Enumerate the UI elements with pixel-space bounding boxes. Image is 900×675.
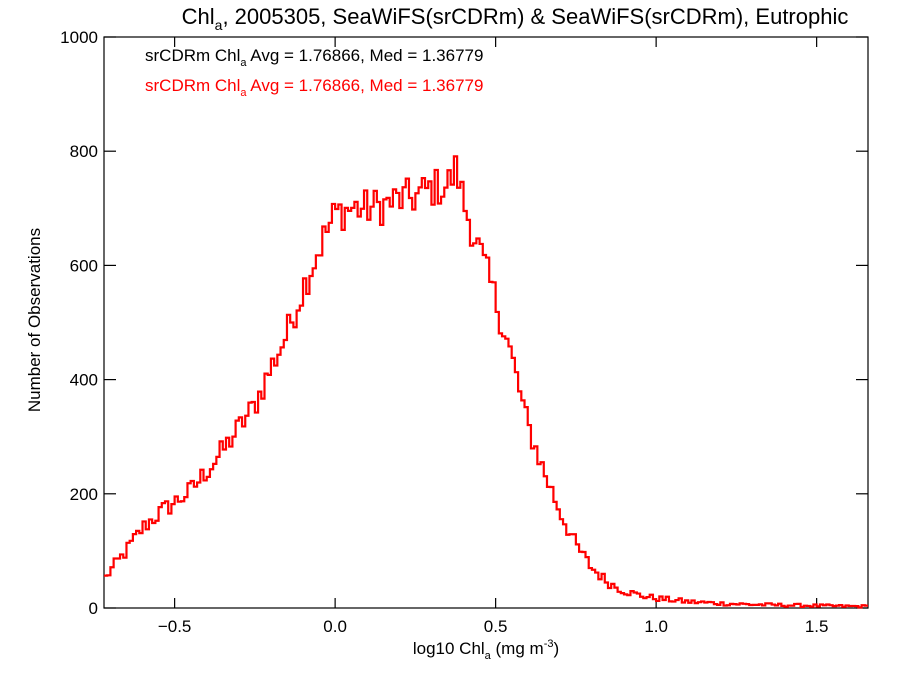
chart-title-sub: a	[215, 17, 223, 33]
y-tick-label: 400	[70, 371, 98, 390]
y-tick-label: 1000	[60, 28, 98, 47]
y-tick-label: 200	[70, 485, 98, 504]
annotation-black-sub: a	[240, 57, 247, 69]
x-tick-label: 0.5	[484, 617, 508, 636]
y-tick-label: 0	[89, 599, 98, 618]
x-tick-label: 1.5	[805, 617, 829, 636]
x-tick-label: 1.0	[644, 617, 668, 636]
chart-title-rest: , 2005305, SeaWiFS(srCDRm) & SeaWiFS(srC…	[222, 4, 848, 29]
annotation-red-prefix: srCDRm Chl	[145, 76, 240, 95]
y-tick-label: 600	[70, 256, 98, 275]
x-axis-label-suffix: )	[553, 639, 559, 658]
x-tick-label: 0.0	[323, 617, 347, 636]
annotation-red-sub: a	[240, 87, 247, 99]
chart-title: Chla, 2005305, SeaWiFS(srCDRm) & SeaWiFS…	[182, 4, 849, 33]
annotation-black-rest: Avg = 1.76866, Med = 1.36779	[247, 46, 484, 65]
y-axis-label: Number of Observations	[25, 228, 44, 412]
plot-frame	[103, 36, 869, 609]
annotation-red-rest: Avg = 1.76866, Med = 1.36779	[247, 76, 484, 95]
y-tick-label: 800	[70, 142, 98, 161]
plot-area: −0.5 0.0 0.5 1.0 1.5 0 200 400 600 800 1000	[60, 28, 869, 636]
x-axis-label-prefix: log10 Chl	[413, 639, 485, 658]
annotation-red: srCDRm Chla Avg = 1.76866, Med = 1.36779	[145, 76, 483, 99]
x-axis-label-sub: a	[485, 650, 492, 662]
annotation-black: srCDRm Chla Avg = 1.76866, Med = 1.36779	[145, 46, 483, 69]
x-tick-label: −0.5	[158, 617, 192, 636]
annotation-black-prefix: srCDRm Chl	[145, 46, 240, 65]
x-axis-label: log10 Chla (mg m-3)	[413, 638, 559, 662]
histogram-series-line	[104, 155, 868, 609]
x-axis-label-mid: (mg m	[491, 639, 544, 658]
x-axis-label-sup: -3	[544, 638, 554, 650]
chart-title-prefix: Chl	[182, 4, 215, 29]
